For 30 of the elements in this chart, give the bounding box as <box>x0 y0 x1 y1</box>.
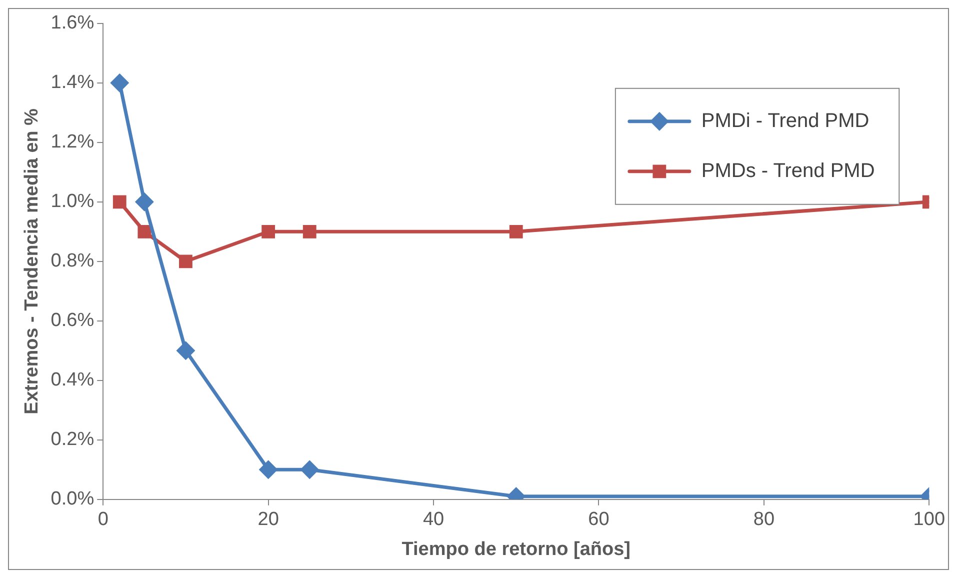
point <box>260 460 278 478</box>
y-axis-title: Extremos - Tendencia media en % <box>22 108 43 414</box>
x-tick-label: 0 <box>98 509 108 530</box>
point <box>110 74 128 92</box>
x-tick-label: 20 <box>258 509 279 530</box>
point <box>509 224 523 238</box>
point <box>138 224 152 238</box>
x-tick-label: 80 <box>753 509 775 530</box>
legend-label: PMDs - Trend PMD <box>701 160 875 182</box>
point <box>179 254 192 268</box>
y-tick-label: 1.4% <box>50 72 94 94</box>
y-tick-label: 0.6% <box>50 310 94 332</box>
point <box>176 342 194 360</box>
y-tick-label: 1.6% <box>50 12 94 34</box>
y-tick-label: 1.2% <box>50 132 94 153</box>
point <box>136 193 154 211</box>
x-tick-label: 60 <box>588 509 610 530</box>
x-tick-label: 100 <box>913 509 945 530</box>
point <box>262 224 276 238</box>
point <box>112 195 126 209</box>
y-tick-label: 0.4% <box>50 370 94 391</box>
y-tick-label: 0.0% <box>50 488 94 510</box>
legend-label: PMDi - Trend PMD <box>701 110 870 132</box>
y-tick-label: 1.0% <box>50 191 94 212</box>
x-axis-title: Tiempo de retorno [años] <box>402 538 630 560</box>
y-tick-label: 0.8% <box>50 250 94 272</box>
y-tick-label: 0.2% <box>50 429 94 450</box>
point <box>300 460 318 478</box>
x-tick-label: 40 <box>422 509 444 530</box>
point <box>302 224 316 238</box>
